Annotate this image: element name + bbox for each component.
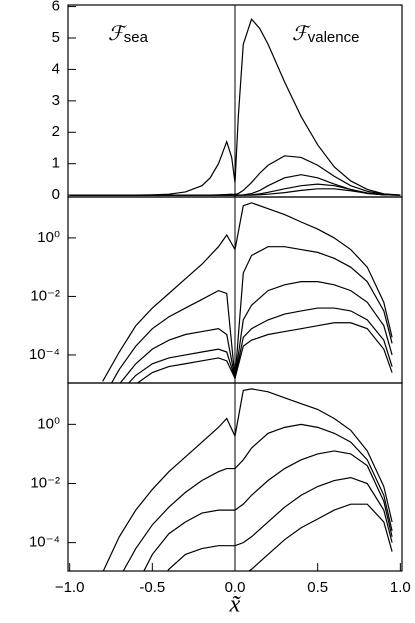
x-axis-label: x̃: [229, 592, 242, 618]
x-tick-label: 0.5: [307, 579, 328, 596]
y-tick-label: 10⁻⁴: [29, 346, 60, 363]
curve: [119, 281, 393, 383]
y-tick-label: 0: [52, 186, 60, 203]
annotation-symbol: ℱ: [108, 23, 127, 45]
y-tick-label: 3: [52, 92, 60, 109]
x-tick-label: −1.0: [55, 579, 85, 596]
y-tick-label: 2: [52, 123, 60, 140]
curve: [110, 246, 393, 383]
curve: [167, 477, 393, 571]
curves: [102, 202, 393, 383]
y-tick-label: 4: [52, 60, 60, 77]
y-tick-label: 10⁰: [37, 229, 60, 246]
curve: [143, 450, 393, 571]
curve: [69, 188, 401, 196]
y-tick-label: 6: [52, 0, 60, 15]
annotation: ℱsea: [108, 23, 149, 46]
curve: [127, 307, 393, 383]
curve: [248, 503, 393, 571]
y-tick-label: 10⁻²: [30, 474, 60, 491]
annotation-subscript: sea: [124, 29, 149, 46]
annotation-subscript: valence: [308, 29, 360, 46]
y-tick-label: 5: [52, 29, 60, 46]
y-tick-label: 1: [52, 155, 60, 172]
curve: [102, 202, 393, 382]
y-tick-label: 10⁻²: [30, 287, 60, 304]
y-tick-label: 10⁰: [37, 415, 60, 432]
x-tick-label: 0.0: [225, 579, 246, 596]
curves: [69, 17, 401, 196]
annotation: ℱvalence: [292, 23, 359, 46]
curves: [102, 388, 393, 571]
y-tick-label: 10⁻⁴: [29, 534, 60, 551]
curve: [102, 388, 393, 571]
x-tick-label: -0.5: [139, 579, 165, 596]
curve: [122, 423, 393, 571]
x-tick-label: 1.0: [390, 579, 411, 596]
curve: [136, 322, 393, 383]
annotation-symbol: ℱ: [292, 23, 311, 45]
